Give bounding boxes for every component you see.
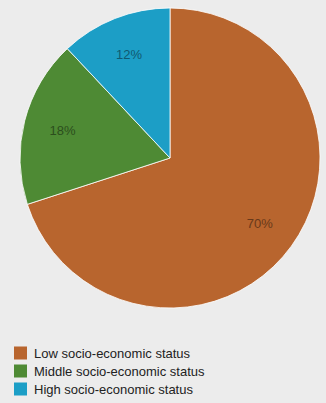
- legend-label: High socio-economic status: [34, 382, 193, 397]
- legend-swatch: [14, 383, 27, 396]
- data-label: 70%: [247, 216, 273, 231]
- legend-item: Middle socio-economic status: [14, 364, 205, 379]
- pie-slice: [67, 8, 170, 158]
- chart: 70% 18% 12% Low socio-economic status Middle…: [0, 0, 326, 403]
- legend-label: Low socio-economic status: [34, 346, 191, 361]
- legend-item: Low socio-economic status: [14, 346, 191, 361]
- legend-swatch: [14, 347, 27, 360]
- legend-swatch: [14, 365, 27, 378]
- legend: Low socio-economic status Middle socio-ec…: [14, 346, 205, 397]
- legend-item: High socio-economic status: [14, 382, 193, 397]
- data-labels: 70% 18% 12%: [49, 47, 273, 230]
- data-label: 18%: [49, 123, 75, 138]
- background: [0, 0, 326, 403]
- pie: [20, 8, 320, 308]
- legend-label: Middle socio-economic status: [34, 364, 205, 379]
- data-label: 12%: [116, 47, 142, 62]
